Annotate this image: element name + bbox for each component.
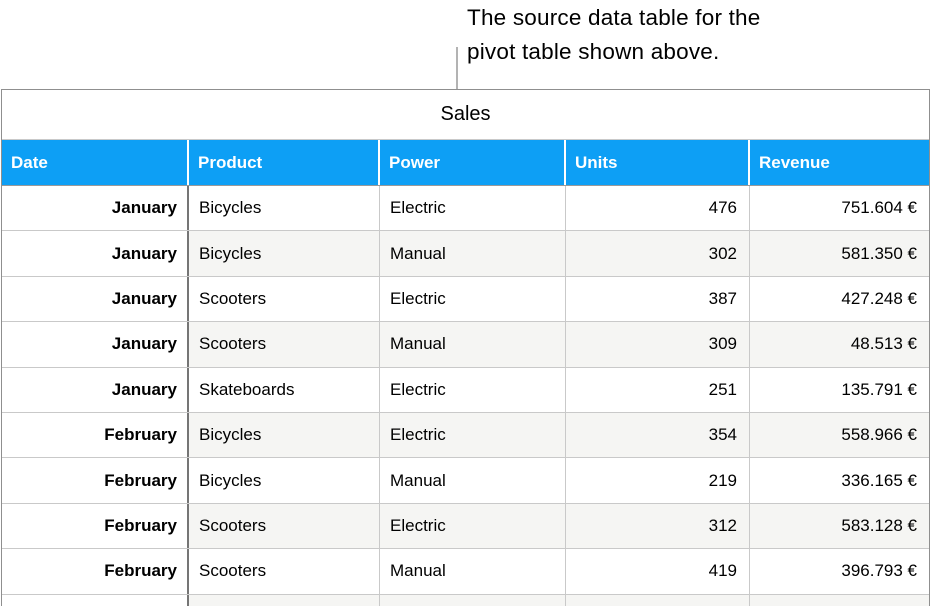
cell-date[interactable]: January [2, 322, 189, 367]
cell-units[interactable]: 219 [566, 458, 750, 503]
cell-power[interactable]: Electric [380, 367, 566, 412]
header-product[interactable]: Product [189, 140, 380, 185]
cell-revenue[interactable]: 581.350 € [750, 231, 929, 276]
cell-product[interactable]: Scooters [189, 549, 380, 594]
cell-product[interactable]: Scooters [189, 322, 380, 367]
cell-units[interactable]: 476 [566, 186, 750, 231]
header-units[interactable]: Units [566, 140, 750, 185]
header-revenue[interactable]: Revenue [750, 140, 929, 185]
cell-power[interactable] [380, 594, 566, 606]
cell-product[interactable] [189, 594, 380, 606]
cell-revenue[interactable] [750, 594, 929, 606]
cell-revenue[interactable]: 396.793 € [750, 549, 929, 594]
table-header-row: Date Product Power Units Revenue [2, 140, 929, 186]
cell-product[interactable]: Skateboards [189, 367, 380, 412]
header-power[interactable]: Power [380, 140, 566, 185]
cell-date[interactable]: January [2, 276, 189, 322]
cell-power[interactable]: Electric [380, 503, 566, 549]
cell-product[interactable]: Bicycles [189, 412, 380, 458]
table-row: February Scooters Electric 312 583.128 € [2, 503, 929, 550]
cell-revenue[interactable]: 336.165 € [750, 458, 929, 503]
cell-units[interactable]: 251 [566, 367, 750, 412]
cell-product[interactable]: Bicycles [189, 231, 380, 276]
cell-power[interactable]: Electric [380, 412, 566, 458]
cell-units[interactable]: 312 [566, 503, 750, 549]
cell-power[interactable]: Manual [380, 549, 566, 594]
cell-date[interactable]: January [2, 231, 189, 276]
table-row-clipped [2, 594, 929, 606]
table-row: January Skateboards Electric 251 135.791… [2, 367, 929, 413]
cell-revenue[interactable]: 427.248 € [750, 276, 929, 322]
caption-line-2: pivot table shown above. [467, 39, 720, 64]
cell-units[interactable] [566, 594, 750, 606]
cell-units[interactable]: 309 [566, 322, 750, 367]
table-row: February Bicycles Manual 219 336.165 € [2, 458, 929, 504]
source-data-table: Sales Date Product Power Units Revenue J… [1, 89, 930, 606]
table-row: January Bicycles Manual 302 581.350 € [2, 231, 929, 277]
header-date[interactable]: Date [2, 140, 189, 185]
cell-product[interactable]: Scooters [189, 503, 380, 549]
cell-product[interactable]: Bicycles [189, 186, 380, 231]
table-body: January Bicycles Electric 476 751.604 € … [2, 186, 929, 606]
cell-date[interactable]: February [2, 549, 189, 594]
callout-connector-line [456, 47, 458, 89]
annotation-caption: The source data table for the pivot tabl… [467, 1, 760, 69]
caption-line-1: The source data table for the [467, 5, 761, 30]
cell-date[interactable]: January [2, 186, 189, 231]
cell-revenue[interactable]: 751.604 € [750, 186, 929, 231]
cell-revenue[interactable]: 583.128 € [750, 503, 929, 549]
cell-units[interactable]: 354 [566, 412, 750, 458]
cell-date[interactable]: February [2, 412, 189, 458]
cell-product[interactable]: Scooters [189, 276, 380, 322]
cell-date[interactable]: February [2, 458, 189, 503]
cell-product[interactable]: Bicycles [189, 458, 380, 503]
table-row: February Bicycles Electric 354 558.966 € [2, 412, 929, 459]
table-row: January Scooters Manual 309 48.513 € [2, 322, 929, 368]
cell-power[interactable]: Electric [380, 186, 566, 231]
cell-date[interactable] [2, 594, 189, 606]
cell-date[interactable]: January [2, 367, 189, 412]
cell-power[interactable]: Manual [380, 458, 566, 503]
cell-power[interactable]: Manual [380, 322, 566, 367]
cell-units[interactable]: 387 [566, 276, 750, 322]
cell-revenue[interactable]: 135.791 € [750, 367, 929, 412]
cell-units[interactable]: 302 [566, 231, 750, 276]
cell-power[interactable]: Electric [380, 276, 566, 322]
table-row: January Bicycles Electric 476 751.604 € [2, 186, 929, 232]
cell-revenue[interactable]: 558.966 € [750, 412, 929, 458]
cell-power[interactable]: Manual [380, 231, 566, 276]
table-row: February Scooters Manual 419 396.793 € [2, 549, 929, 595]
cell-revenue[interactable]: 48.513 € [750, 322, 929, 367]
table-title[interactable]: Sales [2, 90, 929, 140]
cell-date[interactable]: February [2, 503, 189, 549]
table-row: January Scooters Electric 387 427.248 € [2, 276, 929, 323]
cell-units[interactable]: 419 [566, 549, 750, 594]
